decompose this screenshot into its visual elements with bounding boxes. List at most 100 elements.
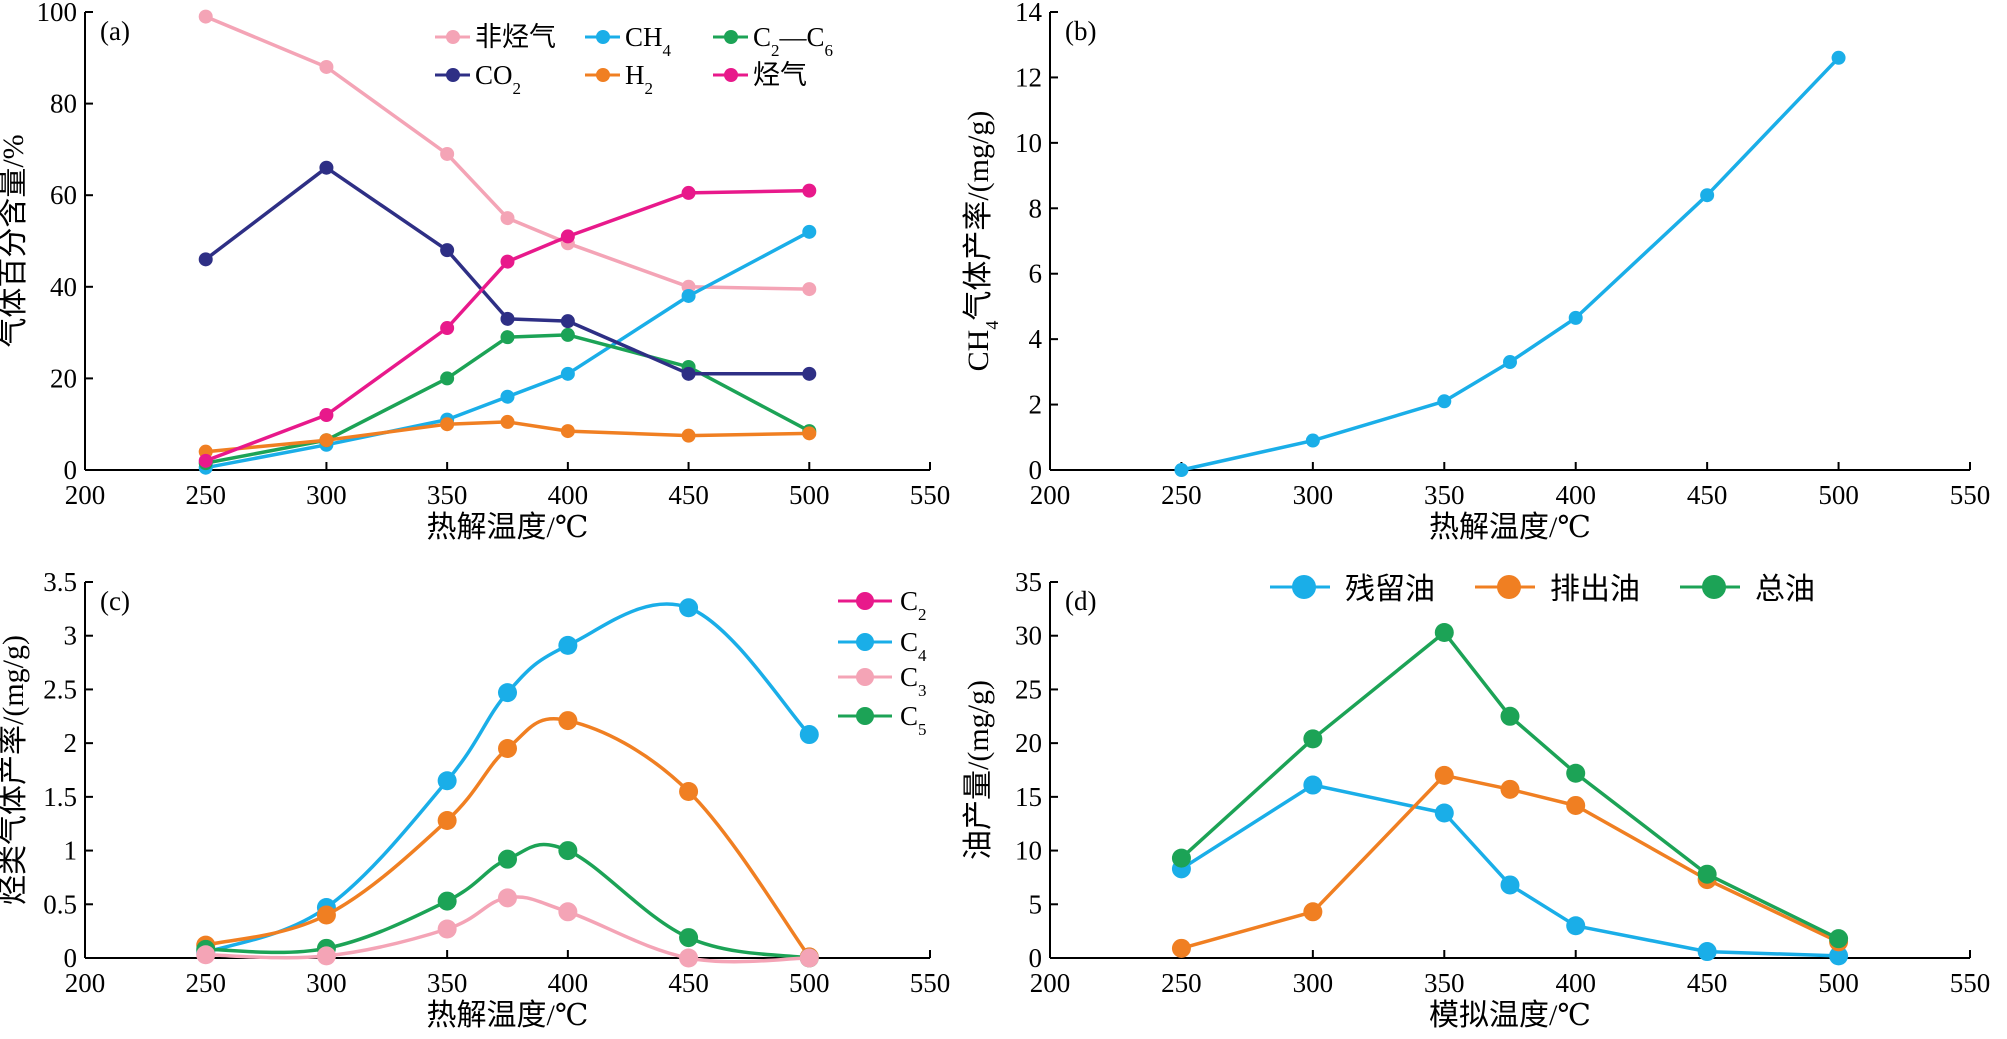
x-tick-label: 200 <box>1030 480 1071 510</box>
data-point-d-1-1 <box>1303 902 1323 922</box>
data-point-d-1-4 <box>1566 795 1586 815</box>
y-tick-label: 20 <box>1015 728 1042 758</box>
y-tick-label: 35 <box>1015 567 1042 597</box>
data-point-a-1-4 <box>560 366 575 381</box>
legend-marker <box>1702 575 1726 599</box>
legend-label: 残留油 <box>1345 573 1435 606</box>
series-line-d-0 <box>1180 783 1839 958</box>
data-point-c-3-4 <box>558 902 578 922</box>
panel-b: 200 250 300 350 400 450 500 550 0 2 4 6 8 10 12 14 (b) 热解… <box>962 0 1990 544</box>
data-point-c-0-4 <box>558 635 578 655</box>
x-tick-label: 550 <box>910 968 951 998</box>
x-tick-label: 400 <box>1555 968 1596 998</box>
data-point-a-4-2 <box>440 417 455 432</box>
legend-label: H2 <box>625 60 653 98</box>
data-point-c-2-5 <box>679 928 699 948</box>
panel-a: 200 250 300 350 400 450 500 550 0 20 40 60 80 100 (a) 热… <box>0 0 950 544</box>
data-point-c-3-2 <box>437 919 457 939</box>
data-point-b-0-4 <box>1568 310 1583 325</box>
x-tick-label: 200 <box>65 480 106 510</box>
data-point-a-3-3 <box>500 311 515 326</box>
x-tick-label: 300 <box>306 480 347 510</box>
data-point-a-5-4 <box>560 229 575 244</box>
legend-label: 非烃气 <box>475 22 556 52</box>
data-point-a-5-2 <box>440 321 455 336</box>
y-tick-label: 4 <box>1029 324 1043 354</box>
data-point-a-2-3 <box>500 330 515 345</box>
legend-label: C4 <box>900 627 927 665</box>
data-point-b-0-2 <box>1437 394 1452 409</box>
x-tick-label: 250 <box>1161 968 1202 998</box>
panel-label: (b) <box>1065 16 1096 46</box>
data-point-d-2-3 <box>1500 706 1520 726</box>
legend-label: C5 <box>900 701 927 739</box>
data-point-a-2-4 <box>560 327 575 342</box>
data-point-b-0-6 <box>1831 50 1846 65</box>
data-point-b-0-3 <box>1503 355 1517 370</box>
data-point-b-0-1 <box>1305 433 1320 448</box>
x-axis-title: 热解温度/℃ <box>427 999 589 1032</box>
data-point-c-0-2 <box>437 771 457 791</box>
series-line-b-0 <box>1181 56 1840 472</box>
data-point-d-2-2 <box>1434 622 1454 642</box>
x-tick-label: 300 <box>1293 968 1334 998</box>
data-point-d-0-5 <box>1697 942 1717 962</box>
data-point-c-2-4 <box>558 841 578 861</box>
series-line-d-1 <box>1180 773 1840 950</box>
y-tick-label: 25 <box>1015 674 1042 704</box>
y-axis-title: 气体百分含量/% <box>0 134 30 347</box>
data-point-c-1-4 <box>558 711 578 731</box>
data-point-c-1-5 <box>679 781 699 801</box>
data-point-a-4-5 <box>681 428 696 443</box>
legend-marker <box>446 68 460 82</box>
data-point-c-0-3 <box>498 683 517 703</box>
legend-label: 排出油 <box>1550 573 1640 606</box>
y-tick-label: 60 <box>50 180 77 210</box>
data-point-b-0-5 <box>1700 188 1715 203</box>
data-point-d-2-4 <box>1566 763 1586 783</box>
x-axis-title: 热解温度/℃ <box>1429 511 1591 544</box>
data-point-b-0-0 <box>1174 463 1189 477</box>
data-point-c-0-5 <box>679 598 699 618</box>
legend-label: 总油 <box>1755 573 1815 606</box>
data-point-a-0-3 <box>500 211 515 226</box>
y-axis-title: CH4气体产率/(mg/g) <box>962 111 1002 372</box>
data-point-c-3-3 <box>498 888 517 908</box>
legend-marker <box>1497 575 1521 599</box>
legend-marker <box>856 707 874 725</box>
x-tick-label: 300 <box>1293 480 1334 510</box>
legend-label: C2 <box>900 586 927 624</box>
x-tick-label: 200 <box>1030 968 1071 998</box>
y-tick-label: 10 <box>1015 836 1042 866</box>
data-point-d-0-6 <box>1829 946 1849 966</box>
y-tick-label: 1 <box>64 836 78 866</box>
legend-marker <box>856 668 874 686</box>
x-tick-label: 550 <box>1950 968 1991 998</box>
y-tick-label: 0 <box>64 943 78 973</box>
y-tick-label: 1.5 <box>43 782 77 812</box>
data-point-c-1-2 <box>437 810 457 830</box>
data-point-c-1-1 <box>316 905 336 925</box>
y-tick-label: 2 <box>64 728 78 758</box>
data-point-c-3-5 <box>679 948 699 968</box>
y-tick-label: 0 <box>64 455 78 485</box>
data-point-a-1-6 <box>802 224 817 239</box>
series-line-a-0 <box>205 14 810 291</box>
data-point-a-5-1 <box>319 408 334 423</box>
x-tick-label: 550 <box>910 480 951 510</box>
data-point-c-3-6 <box>799 948 819 968</box>
legend-marker <box>446 30 460 44</box>
panel-d: 200 250 300 350 400 450 500 550 0 5 10 15 20 25 30 35 (d… <box>962 567 1990 1032</box>
data-point-a-3-5 <box>681 366 696 381</box>
x-tick-label: 500 <box>789 480 830 510</box>
data-point-a-0-0 <box>198 9 213 24</box>
legend-label: C2—C6 <box>753 22 833 60</box>
legend-label: CH4 <box>625 22 672 60</box>
y-tick-label: 14 <box>1015 0 1043 27</box>
data-point-d-2-6 <box>1829 929 1849 949</box>
x-tick-label: 450 <box>1687 968 1728 998</box>
data-point-d-1-2 <box>1434 765 1454 785</box>
legend-marker <box>724 68 738 82</box>
y-axis-title: 烃类气体产率/(mg/g) <box>0 635 30 905</box>
data-point-a-4-4 <box>560 424 575 439</box>
